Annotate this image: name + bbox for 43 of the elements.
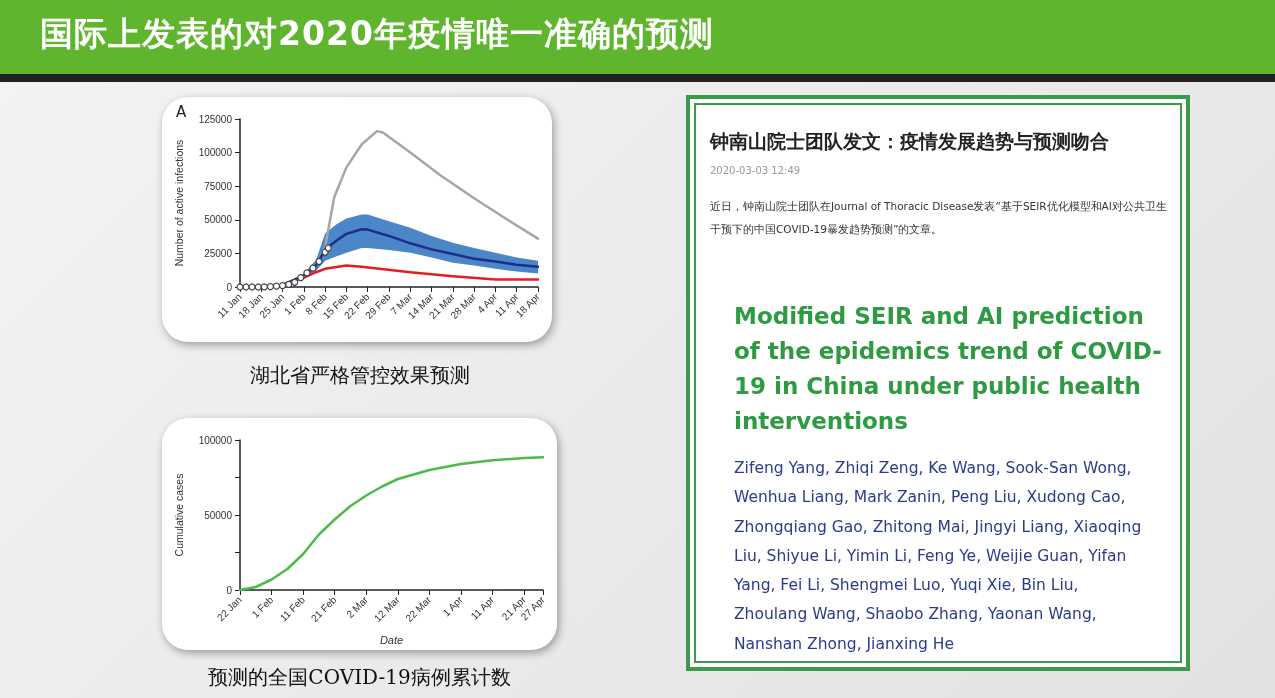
x-tick-label: 2 Mar (344, 593, 371, 620)
point (260, 283, 268, 291)
x-tick-label: 22 Mar (403, 593, 434, 624)
y-axis-title: Cumulative cases (172, 473, 185, 557)
x-tick-label: 22 Jan (214, 594, 244, 624)
y-tick-label: 0 (226, 584, 233, 596)
x-tick-label: 12 Mar (371, 593, 403, 624)
point (248, 283, 256, 291)
point (315, 257, 323, 266)
text: 2020-03-03 12:49 (710, 165, 801, 176)
text: 近日，钟南山院士团队在Journal of Thoracic Disease发表“基于SEIR优化模型和AI对公共卫生干预下的中国COVID-19暴发趋势预测”的文章。 (710, 199, 1168, 237)
y-tick-label: 125000 (198, 113, 233, 125)
text: Modified SEIR and AI prediction of the epidemics trend of COVID-19 in China under public health interventions (734, 302, 1163, 436)
y-axis-title: Number of active infections (172, 139, 185, 267)
y-tick-label: 0 (226, 281, 233, 293)
y-tick-label: 25000 (204, 247, 233, 259)
text: A (176, 103, 187, 121)
point (291, 278, 299, 286)
x-axis-title: Date (379, 633, 404, 646)
point (324, 244, 332, 252)
y-tick-label: 75000 (204, 180, 233, 192)
point (297, 273, 305, 282)
y-tick-label: 100000 (198, 434, 233, 446)
text: 国际上发表的对2020年疫情唯一准确的预测 (40, 13, 714, 55)
point (254, 283, 262, 291)
y-tick-label: 50000 (204, 214, 233, 226)
x-tick-label: 21 Feb (308, 593, 339, 624)
x-tick-label: 11 Apr (468, 593, 497, 622)
y-tick-label: 50000 (204, 509, 233, 521)
text: 预测的全国COVID-19病例累计数 (207, 664, 512, 691)
text: Zifeng Yang, Zhiqi Zeng, Ke Wang, Sook-San Wong, Wenhua Liang, Mark Zanin, Peng Liu, Xudong Cao, Zhongqiang Gao, Zhitong Mai, Jingyi Liang, Xiaoqing Liu, Shiyue Li, Yimin Li, Feng Ye, Weijie Guan, Yifan Yang, Fei Li, Shengmei Luo, Yuqi Xie, Bin Liu, Zhoulang Wang, Shaobo Zhang, Yaonan Wang, Nanshan Zhong, Jianxing He (734, 458, 1143, 655)
point (278, 282, 287, 290)
point (272, 282, 281, 290)
text: 钟南山院士团队发文：疫情发展趋势与预测吻合 (710, 129, 1109, 154)
point (285, 280, 293, 288)
x-tick-label: 1 Feb (249, 593, 276, 620)
x-tick-label: 1 Apr (440, 593, 466, 619)
point (266, 283, 275, 291)
point (303, 269, 311, 277)
text: 湖北省严格管控效果预测 (248, 362, 471, 389)
x-tick-label: 11 Feb (277, 593, 308, 624)
point (309, 264, 317, 272)
y-tick-label: 100000 (198, 147, 233, 159)
